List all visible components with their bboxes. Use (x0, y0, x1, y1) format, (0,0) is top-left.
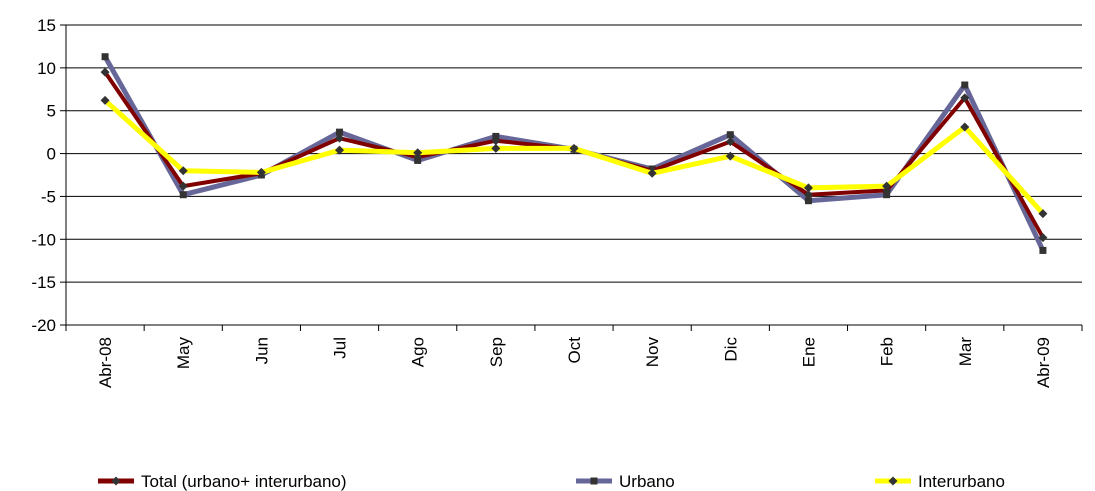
x-tick-label: Abr-09 (1034, 337, 1053, 388)
y-tick-label: -15 (31, 273, 56, 292)
data-point (179, 191, 187, 199)
y-tick-label: -10 (31, 230, 56, 249)
data-point (336, 128, 344, 136)
data-point (100, 95, 110, 105)
x-tick-label: Sep (487, 337, 506, 367)
data-point (804, 197, 812, 205)
x-tick-label: Jul (331, 337, 350, 359)
legend-label: Interurbano (918, 472, 1005, 491)
data-point (569, 143, 579, 153)
data-point (647, 168, 657, 178)
data-point (960, 122, 970, 132)
series-total-urbano-interurbano (100, 67, 1048, 243)
data-point (961, 81, 969, 89)
legend: Total (urbano+ interurbano) Urbano Interur… (98, 472, 1005, 491)
data-point (725, 151, 735, 161)
y-tick-label: -20 (31, 316, 56, 335)
data-point (726, 131, 734, 139)
data-point (178, 166, 188, 176)
legend-label: Urbano (619, 472, 675, 491)
x-axis-ticks: Abr-08 May Jun Jul Ago Sep Oct Nov Dic Ene Feb Mar A… (96, 337, 1053, 389)
x-tick-label: Nov (643, 337, 662, 368)
x-tick-label: Ene (799, 337, 818, 367)
y-tick-label: 5 (47, 102, 56, 121)
data-point (803, 183, 813, 193)
data-point (491, 143, 501, 153)
data-point (491, 136, 501, 146)
data-point (803, 190, 813, 200)
x-tick-label: Ago (409, 337, 428, 367)
legend-marker (590, 477, 598, 485)
data-point (335, 145, 345, 155)
data-point (178, 181, 188, 191)
axes (60, 24, 1083, 331)
data-point (101, 53, 109, 61)
data-point (256, 167, 266, 177)
data-point (413, 148, 423, 158)
y-tick-label: 10 (37, 59, 56, 78)
y-tick-label: 15 (37, 16, 56, 35)
data-point (100, 67, 110, 77)
series-line (103, 71, 1045, 239)
data-point (725, 137, 735, 147)
data-point (960, 93, 970, 103)
x-tick-label: Dic (721, 337, 740, 362)
data-point (1039, 246, 1047, 254)
x-tick-label: Jun (252, 337, 271, 364)
series-group (100, 53, 1048, 254)
gridlines (66, 24, 1082, 326)
data-point (335, 133, 345, 143)
legend-label: Total (urbano+ interurbano) (141, 472, 347, 491)
y-tick-label: 0 (47, 145, 56, 164)
series-interurbano (100, 95, 1048, 219)
y-axis-ticks: 15 10 5 0 -5 -10 -15 -20 (31, 16, 56, 335)
y-tick-label: -5 (41, 187, 56, 206)
x-tick-label: Mar (956, 337, 975, 367)
data-point (882, 181, 892, 191)
x-tick-label: May (174, 337, 193, 370)
x-tick-label: Feb (878, 337, 897, 366)
x-tick-label: Abr-08 (96, 337, 115, 388)
data-point (1038, 209, 1048, 219)
legend-item: Urbano (576, 472, 675, 491)
legend-marker (888, 476, 898, 486)
data-point (1038, 233, 1048, 243)
legend-item: Interurbano (875, 472, 1005, 491)
legend-item: Total (urbano+ interurbano) (98, 472, 347, 491)
x-tick-label: Oct (565, 337, 584, 364)
legend-marker (111, 476, 121, 486)
